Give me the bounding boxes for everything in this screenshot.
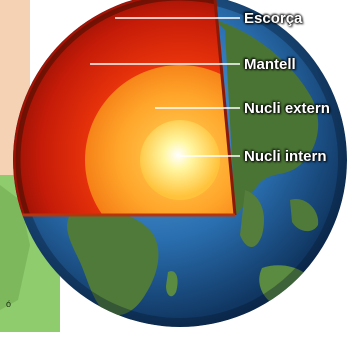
- land-southeast: [290, 199, 319, 232]
- background-shape: [0, 185, 30, 310]
- edge-text-fragment: ó: [6, 299, 12, 309]
- label-crust: Escorça: [244, 10, 303, 27]
- globe: [13, 0, 347, 327]
- label-inner-core: Nucli intern: [244, 148, 327, 165]
- label-mantle: Mantell: [244, 56, 296, 73]
- land-africa: [67, 210, 159, 316]
- land-madagascar: [166, 271, 178, 297]
- label-outer-core: Nucli extern: [244, 100, 330, 117]
- land-asia: [215, 20, 319, 215]
- land-india: [240, 190, 265, 248]
- inner-core-layer: [140, 120, 220, 200]
